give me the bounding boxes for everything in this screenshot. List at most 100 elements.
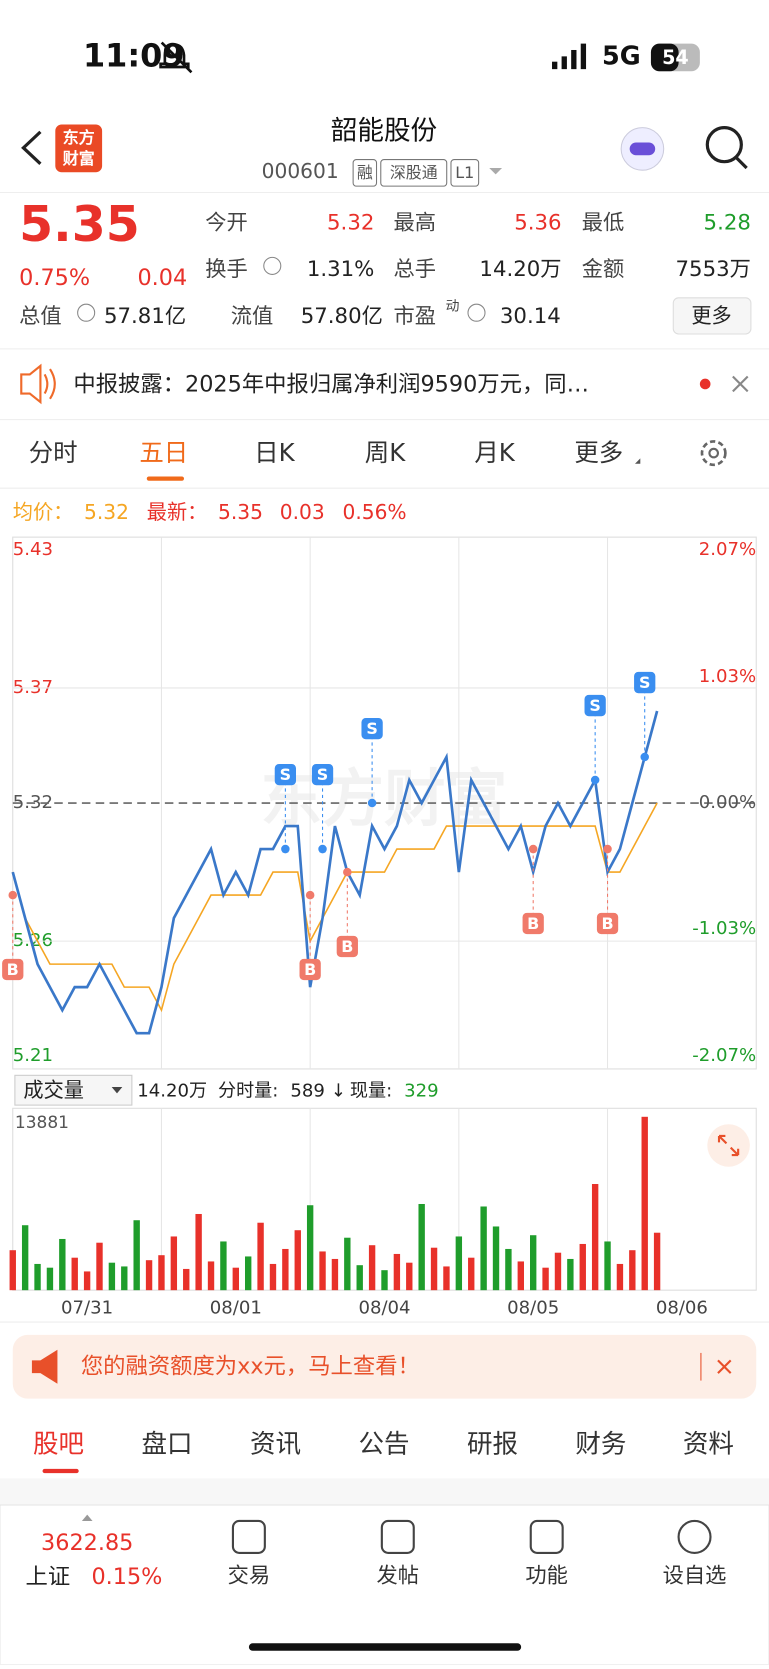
bottom-tab[interactable]: 财务 xyxy=(575,1429,626,1459)
bottom-tab[interactable]: 研报 xyxy=(467,1429,518,1459)
banner-close[interactable] xyxy=(717,1359,732,1374)
watermark: 东方财富 xyxy=(261,763,508,835)
field-value: 5.32 xyxy=(327,210,374,235)
field-value: 30.14 xyxy=(500,304,561,329)
annotation-label: S xyxy=(639,673,650,692)
annotation-box xyxy=(361,717,383,740)
period-tab[interactable]: 更多 xyxy=(574,438,623,467)
logo xyxy=(55,124,103,173)
volume-bar xyxy=(21,1225,29,1291)
info-icon[interactable] xyxy=(263,256,282,275)
y2-tick-label: 1.03% xyxy=(699,666,756,687)
nav-label[interactable]: 功能 xyxy=(525,1563,568,1588)
bottom-tabs: 股吧 盘口 资讯 公告 研报 财务 资料 xyxy=(33,1429,734,1459)
nav-icon[interactable] xyxy=(677,1519,712,1554)
volume-bar xyxy=(505,1248,512,1291)
volume-bar xyxy=(319,1251,326,1291)
annotation-box xyxy=(584,694,606,717)
field-value: 57.81亿 xyxy=(104,304,186,329)
bottom-tab[interactable]: 资讯 xyxy=(250,1429,301,1459)
annotation-dot xyxy=(8,890,18,900)
annotation-label: B xyxy=(341,937,353,956)
bottom-tab[interactable]: 盘口 xyxy=(141,1429,192,1459)
bottom-tab[interactable]: 公告 xyxy=(358,1429,409,1459)
field-label: 最高 xyxy=(394,210,437,235)
volume-bar xyxy=(207,1261,215,1291)
annotation-box xyxy=(299,958,321,981)
legend-label: 最新： xyxy=(147,500,208,524)
legend-value: 5.35 xyxy=(218,500,263,524)
home-indicator xyxy=(248,1643,522,1651)
volume-select[interactable] xyxy=(14,1074,133,1106)
unread-dot xyxy=(699,378,711,390)
nav-icon[interactable] xyxy=(529,1519,564,1554)
legend-value: 0.56% xyxy=(342,500,406,524)
period-tab[interactable]: 日K xyxy=(254,438,295,467)
annotation-box xyxy=(2,958,24,981)
nav-bar xyxy=(0,1504,769,1666)
period-tabs: 分时 五日 日K 周K 月K 更多 xyxy=(29,438,624,467)
volume-bar xyxy=(554,1252,562,1291)
annotation-label: B xyxy=(7,960,19,979)
volume-bar xyxy=(195,1213,202,1291)
notice[interactable]: 中报披露：2025年中报归属净利润9590万元，同… xyxy=(73,372,589,398)
dropdown[interactable] xyxy=(489,168,503,175)
nav-label[interactable]: 交易 xyxy=(228,1563,271,1588)
annotation-dot xyxy=(305,890,315,900)
annotation-dot xyxy=(528,844,538,854)
period-tab[interactable]: 分时 xyxy=(29,438,78,467)
volume-slice: 589 xyxy=(290,1080,325,1101)
info-icon[interactable] xyxy=(467,303,486,322)
volume-bar xyxy=(158,1255,165,1291)
speaker xyxy=(20,363,56,405)
field-label: 流值 xyxy=(231,304,274,329)
info-icon[interactable] xyxy=(77,303,96,322)
field-label: 今开 xyxy=(205,210,248,235)
network: 5G xyxy=(602,41,641,71)
volume-bar xyxy=(257,1222,264,1291)
volume-bar xyxy=(542,1267,549,1291)
x-tick-label: 08/05 xyxy=(507,1297,559,1318)
legend-label: 均价： xyxy=(13,500,74,524)
bottom-tab[interactable]: 资料 xyxy=(683,1429,734,1459)
tab-underline xyxy=(146,476,185,481)
field-label: 最低 xyxy=(582,210,625,235)
divider xyxy=(0,419,769,421)
volume-bar xyxy=(629,1250,636,1291)
volume-bar xyxy=(331,1258,339,1291)
annotation-box xyxy=(522,912,544,935)
volume-bar xyxy=(368,1245,376,1291)
close[interactable] xyxy=(732,375,749,393)
volume-bar xyxy=(579,1243,586,1291)
annotation-label: S xyxy=(317,765,328,784)
field-value: 7553万 xyxy=(676,257,751,282)
volume-bar xyxy=(83,1271,91,1291)
volume-slice-label: 分时量: xyxy=(218,1080,278,1101)
nav-label[interactable]: 设自选 xyxy=(663,1563,727,1588)
select-arrow xyxy=(111,1087,123,1094)
volume-bar xyxy=(245,1256,252,1291)
volume-bar xyxy=(71,1257,78,1291)
volume-bar xyxy=(480,1206,487,1291)
expand[interactable] xyxy=(707,1124,750,1167)
x-tick-label: 08/06 xyxy=(656,1297,708,1318)
bottom-tab[interactable]: 股吧 xyxy=(33,1429,84,1459)
field-label: 总值 xyxy=(19,304,62,329)
period-tab[interactable]: 五日 xyxy=(139,438,188,467)
field-label: 金额 xyxy=(582,257,625,282)
volume-bar xyxy=(96,1242,103,1291)
nav-label[interactable]: 发帖 xyxy=(377,1563,420,1588)
more-button[interactable] xyxy=(672,297,752,335)
period-tab[interactable]: 周K xyxy=(365,438,406,467)
banner[interactable] xyxy=(12,1334,757,1399)
tag-box xyxy=(352,159,378,187)
nav-icon[interactable] xyxy=(231,1519,266,1554)
back[interactable] xyxy=(21,130,42,165)
nav-icon[interactable] xyxy=(380,1519,415,1554)
change-pct: 0.75% xyxy=(19,265,90,291)
search[interactable] xyxy=(705,126,743,164)
volume-bar xyxy=(269,1263,277,1291)
period-tab[interactable]: 月K xyxy=(474,438,515,467)
settings[interactable] xyxy=(700,440,727,467)
